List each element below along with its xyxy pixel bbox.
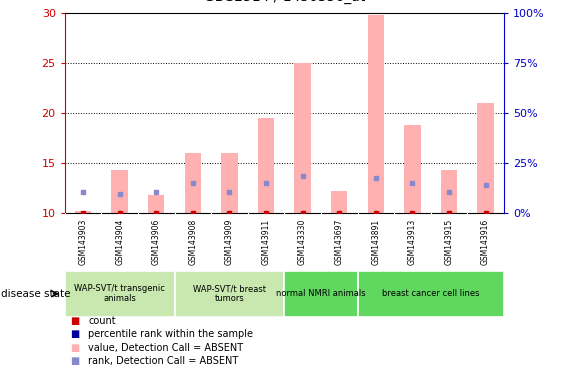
Text: ■: ■ — [70, 356, 79, 366]
Text: normal NMRI animals: normal NMRI animals — [276, 289, 366, 298]
Bar — [404, 125, 421, 213]
Bar — [284, 271, 358, 317]
Text: GSM143913: GSM143913 — [408, 219, 417, 265]
Bar — [331, 191, 347, 213]
Text: count: count — [88, 316, 116, 326]
Bar — [358, 271, 504, 317]
Bar — [294, 63, 311, 213]
Text: GSM143697: GSM143697 — [335, 219, 343, 265]
Text: GSM143891: GSM143891 — [372, 219, 380, 265]
Bar — [258, 118, 274, 213]
Bar — [221, 153, 238, 213]
Bar — [368, 15, 384, 213]
Text: GSM143908: GSM143908 — [189, 219, 197, 265]
Bar — [65, 271, 175, 317]
Text: GSM143903: GSM143903 — [79, 219, 87, 265]
Text: GSM143911: GSM143911 — [262, 219, 270, 265]
Text: GDS2514 / 1450356_at: GDS2514 / 1450356_at — [204, 0, 365, 4]
Bar — [477, 103, 494, 213]
Bar — [185, 153, 201, 213]
Text: GSM143915: GSM143915 — [445, 219, 453, 265]
Text: disease state: disease state — [1, 289, 70, 299]
Bar — [111, 170, 128, 213]
Bar — [441, 170, 457, 213]
Text: GSM143906: GSM143906 — [152, 219, 160, 265]
Text: ■: ■ — [70, 343, 79, 353]
Bar — [148, 195, 164, 213]
Text: WAP-SVT/t breast
tumors: WAP-SVT/t breast tumors — [193, 284, 266, 303]
Text: GSM143909: GSM143909 — [225, 219, 234, 265]
Text: GSM143904: GSM143904 — [115, 219, 124, 265]
Text: WAP-SVT/t transgenic
animals: WAP-SVT/t transgenic animals — [74, 284, 165, 303]
Bar — [75, 211, 91, 213]
Text: rank, Detection Call = ABSENT: rank, Detection Call = ABSENT — [88, 356, 239, 366]
Text: breast cancer cell lines: breast cancer cell lines — [382, 289, 480, 298]
Bar — [175, 271, 284, 317]
Text: value, Detection Call = ABSENT: value, Detection Call = ABSENT — [88, 343, 244, 353]
Text: percentile rank within the sample: percentile rank within the sample — [88, 329, 253, 339]
Text: GSM143916: GSM143916 — [481, 219, 490, 265]
Text: GSM143330: GSM143330 — [298, 219, 307, 265]
Text: ■: ■ — [70, 316, 79, 326]
Text: ■: ■ — [70, 329, 79, 339]
